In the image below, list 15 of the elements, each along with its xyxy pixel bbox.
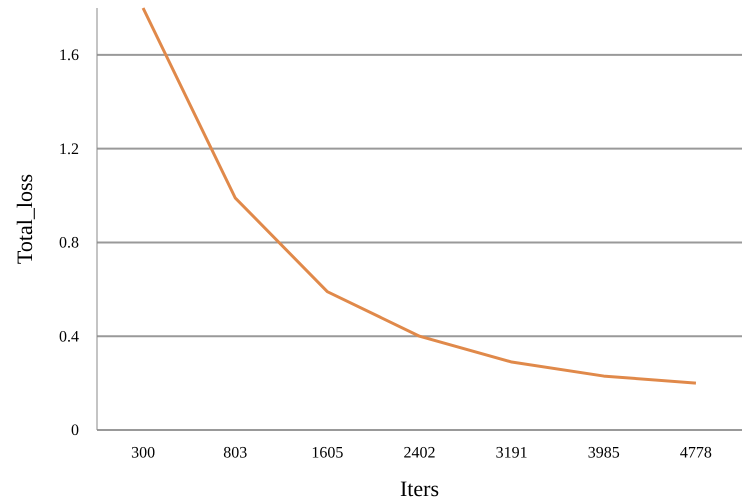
y-tick-label: 1.6 bbox=[59, 47, 79, 64]
x-tick-label: 2402 bbox=[404, 444, 436, 462]
line-series bbox=[142, 6, 698, 385]
y-tick-label: 0 bbox=[71, 422, 79, 440]
x-tick-label: 3191 bbox=[496, 444, 528, 462]
y-axis-title: Total_loss bbox=[12, 174, 37, 264]
x-axis-title: Iters bbox=[400, 476, 440, 501]
x-tick-label: 300 bbox=[131, 444, 156, 462]
x-tick-label: 1605 bbox=[311, 444, 344, 462]
x-tick-label: 803 bbox=[223, 444, 248, 462]
y-tick-label: 0.4 bbox=[59, 328, 79, 346]
y-tick-label: 1.2 bbox=[59, 140, 79, 158]
y-tick-label: 0.8 bbox=[59, 234, 79, 252]
x-tick-label: 4778 bbox=[680, 444, 712, 462]
x-tick-label: 3985 bbox=[588, 444, 620, 462]
